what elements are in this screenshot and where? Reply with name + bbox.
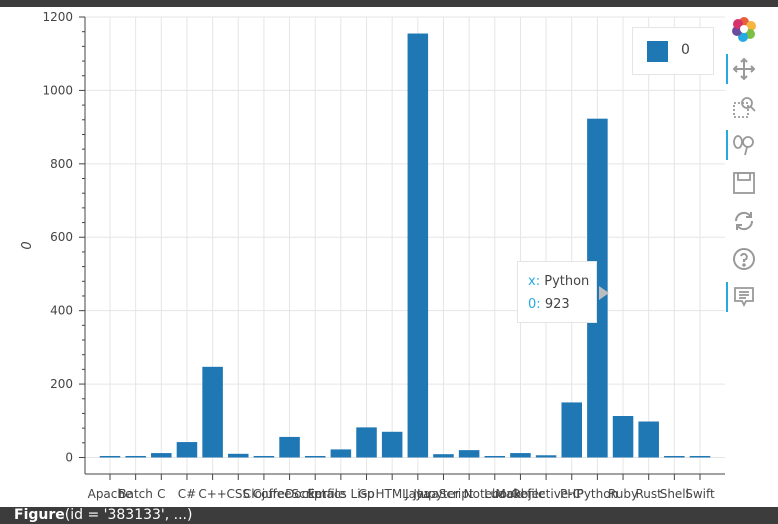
tooltip-row-x: x: Python xyxy=(528,274,590,289)
x-tick-label: HTML xyxy=(375,487,409,501)
bokeh-logo-icon[interactable] xyxy=(726,12,762,46)
bar xyxy=(407,33,429,458)
bar xyxy=(638,421,659,458)
y-tick-label: 0 xyxy=(65,450,73,464)
x-tick-label: Jupyter Notebook xyxy=(416,487,521,501)
box-zoom-icon[interactable] xyxy=(726,90,762,124)
x-tick-label: Objective-C xyxy=(511,487,581,501)
y-axis-title: 0 xyxy=(20,241,35,249)
figure-caption: Figure(id = '383133', ...) xyxy=(14,507,192,524)
bar xyxy=(458,450,480,458)
wheel-zoom-icon[interactable] xyxy=(726,128,762,162)
x-tick-label: Lua xyxy=(484,487,505,501)
toolbar xyxy=(726,12,766,312)
y-tick-label: 200 xyxy=(50,377,73,391)
hover-icon[interactable] xyxy=(726,280,762,314)
x-tick-label: JavaScript xyxy=(412,487,473,501)
tooltip-x-value: Python xyxy=(544,274,590,289)
bar xyxy=(664,455,685,458)
bar xyxy=(381,431,403,458)
bar xyxy=(202,366,223,458)
bar xyxy=(228,453,249,458)
bar xyxy=(689,455,711,458)
legend-label: 0 xyxy=(681,42,690,58)
x-tick-label: Emacs Lisp xyxy=(307,487,374,501)
x-tick-label: Dockerfile xyxy=(285,487,345,501)
bar xyxy=(356,427,377,458)
x-tick-label: Python xyxy=(577,487,619,501)
tooltip-arrow xyxy=(599,286,609,300)
x-tick-label: Rust xyxy=(636,487,663,501)
help-icon[interactable] xyxy=(726,242,762,276)
bar xyxy=(176,442,198,458)
save-icon[interactable] xyxy=(726,166,762,200)
bar xyxy=(253,455,275,458)
x-tick-label: Java xyxy=(404,487,430,501)
bar xyxy=(304,455,326,458)
x-tick-label: Apache xyxy=(88,487,133,501)
bar xyxy=(484,455,506,458)
x-tick-label: PHP xyxy=(560,487,584,501)
bar xyxy=(535,455,557,458)
bar xyxy=(433,454,454,458)
y-tick-label: 600 xyxy=(50,230,73,244)
figure-canvas: 0 200 400 600 800 1000 1200 Apache Batch C C# C++ CS… xyxy=(0,7,778,507)
x-tick-label: Go xyxy=(358,487,375,501)
caption-prefix: Figure xyxy=(14,507,65,523)
y-tick-label: 800 xyxy=(50,157,73,171)
bar xyxy=(99,455,121,458)
tooltip-x-key: x xyxy=(528,274,536,289)
bar xyxy=(125,455,146,458)
bar xyxy=(279,436,300,458)
reset-icon[interactable] xyxy=(726,204,762,238)
x-tick-label: C xyxy=(157,487,165,501)
tooltip-row-y: 0: 923 xyxy=(528,297,570,312)
tooltip-y-key: 0 xyxy=(528,297,537,312)
y-tick-label: 1000 xyxy=(42,83,73,97)
x-tick-label: C# xyxy=(178,487,196,501)
pan-icon[interactable] xyxy=(726,52,762,86)
hover-tooltip: x: Python 0: 923 xyxy=(517,261,609,323)
bar xyxy=(510,453,531,458)
tooltip-y-value: 923 xyxy=(544,297,570,312)
y-tick-label: 400 xyxy=(50,304,73,318)
legend: 0 xyxy=(632,27,714,75)
legend-swatch xyxy=(647,41,668,62)
bar xyxy=(587,118,608,458)
x-tick-label: Clojure xyxy=(243,487,285,501)
x-tick-label: CoffeeScript xyxy=(253,487,327,501)
y-tick-label: 1200 xyxy=(42,10,73,24)
bar xyxy=(151,453,172,458)
bar xyxy=(330,449,352,458)
bar xyxy=(561,402,582,458)
x-tick-label: Swift xyxy=(685,487,715,501)
x-tick-label: Makefile xyxy=(495,487,545,501)
x-tick-label: CSS xyxy=(226,487,250,501)
x-tick-label: C++ xyxy=(198,487,227,501)
x-tick-label: Shell xyxy=(660,487,689,501)
bar xyxy=(612,416,634,458)
x-tick-label: Batch xyxy=(118,487,153,501)
x-tick-label: Ruby xyxy=(608,487,638,501)
caption-text: (id = '383133', ...) xyxy=(64,507,193,523)
